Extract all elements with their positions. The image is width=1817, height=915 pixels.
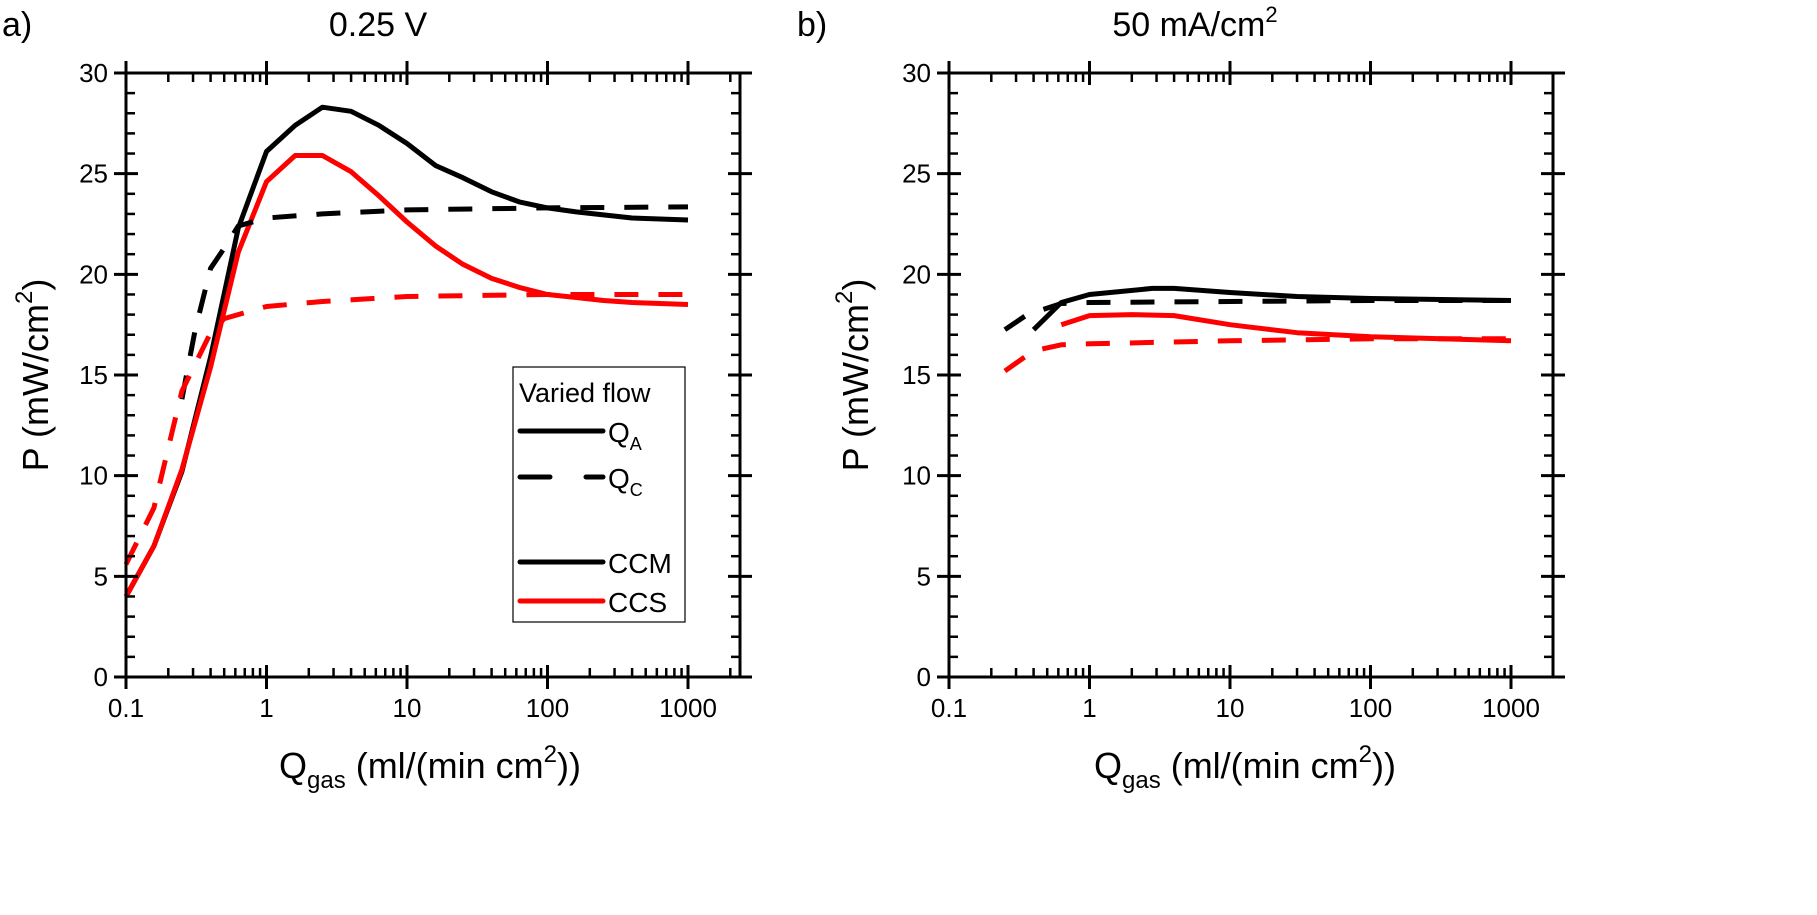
legend-entry-ccm: CCM [517, 548, 672, 579]
panel-a-x-tick-label: 100 [526, 693, 569, 723]
panel-a-y-tick-label: 5 [94, 561, 108, 591]
legend-label-qc: QC [608, 463, 643, 500]
panel-b-series-ccm-qa [1031, 285, 1512, 332]
legend-label-ccs: CCS [608, 587, 667, 618]
panel-a-y-tick-label: 0 [94, 662, 108, 692]
panel-a-y-tick-label: 30 [79, 58, 108, 88]
legend: Varied flow QA QC CCM CCS [512, 366, 686, 623]
legend-title: Varied flow [519, 378, 651, 408]
panel-b-label: b) [797, 6, 827, 44]
panel-b-title: 50 mA/cm2 [1112, 2, 1277, 44]
panel-b-x-tick-label: 10 [1216, 693, 1245, 723]
panel-a-series-ccs-qa [123, 153, 689, 598]
panel-a-label: a) [2, 6, 32, 44]
panel-b-ylabel: P (mW/cm2) [831, 279, 876, 472]
panel-a-title: 0.25 V [329, 6, 428, 44]
panel-b-y-tick-label: 30 [902, 58, 931, 88]
panel-b-y-tick-label: 10 [902, 461, 931, 491]
panel-b-x-tick-label: 0.1 [931, 693, 967, 723]
panel-a-y-tick-label: 25 [79, 159, 108, 189]
panel-b-x-tick-label: 1000 [1482, 693, 1540, 723]
panel-a-series-ccm-qa [123, 104, 689, 598]
panel-b-y-tick-label: 0 [917, 662, 931, 692]
legend-box [512, 366, 686, 623]
panel-a-xlabel: Qgas (ml/(min cm2)) [279, 741, 581, 794]
panel-a-ylabel: P (mW/cm2) [11, 279, 56, 472]
panel-a-x-tick-label: 10 [393, 693, 422, 723]
panel-b-y-tick-label: 25 [902, 159, 931, 189]
panel-b-x-tick-label: 1 [1082, 693, 1096, 723]
panel-b-x-tick-label: 100 [1349, 693, 1392, 723]
panel-b-series-ccs-qc [1003, 336, 1511, 374]
legend-entry-qa: QA [517, 417, 642, 454]
panel-a-x-tick-label: 1 [259, 693, 273, 723]
legend-entry-ccs: CCS [517, 587, 667, 618]
panel-b-xlabel: Qgas (ml/(min cm2)) [1094, 741, 1396, 794]
panel-b-series-ccs-qa [1060, 312, 1512, 344]
panel-a-y-tick-label: 10 [79, 461, 108, 491]
legend-label-qa: QA [608, 417, 642, 454]
panel-b-frame [947, 71, 1555, 679]
legend-label-ccm: CCM [608, 548, 672, 579]
panel-a-x-tick-label: 0.1 [108, 693, 144, 723]
panel-b-series-ccm-qc [1003, 298, 1511, 332]
panel-b-y-tick-label: 20 [902, 259, 931, 289]
legend-entry-qc: QC [517, 463, 643, 500]
panel-a-x-tick-label: 1000 [659, 693, 717, 723]
panel-a-y-tick-label: 20 [79, 259, 108, 289]
panel-a-y-tick-label: 15 [79, 360, 108, 390]
panel-a-series-ccm-qc [179, 204, 689, 400]
panel-b-y-tick-label: 5 [917, 561, 931, 591]
panel-b-y-tick-label: 15 [902, 360, 931, 390]
